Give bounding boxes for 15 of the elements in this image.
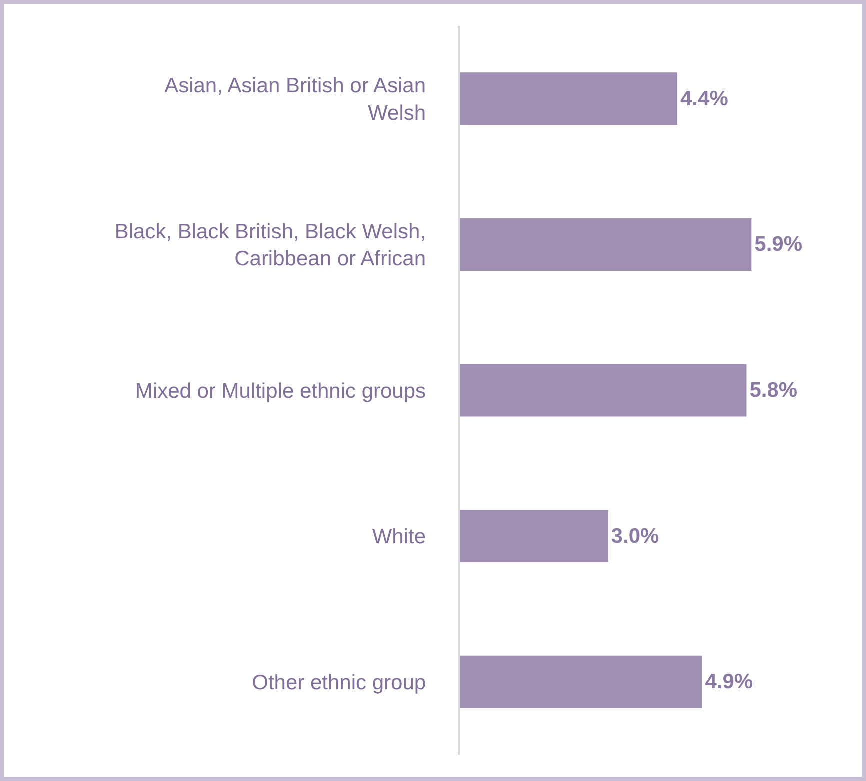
data-label: 5.9% bbox=[754, 233, 803, 256]
y-tick-label: Asian, Asian British or Asian Welsh bbox=[164, 74, 426, 125]
y-tick-label: Mixed or Multiple ethnic groups bbox=[135, 380, 426, 403]
data-label: 4.9% bbox=[705, 670, 754, 694]
bar bbox=[460, 364, 747, 417]
data-label: 4.4% bbox=[680, 87, 729, 110]
y-tick-label: White bbox=[372, 526, 426, 549]
data-label: 3.0% bbox=[611, 524, 660, 548]
bar bbox=[460, 72, 678, 126]
bar bbox=[460, 510, 608, 563]
bar bbox=[460, 218, 752, 271]
data-label: 5.8% bbox=[750, 379, 798, 402]
y-tick-label: Black, Black British, Black Welsh, Caribbean or African bbox=[114, 220, 426, 271]
bar bbox=[460, 656, 702, 708]
y-tick-label: Other ethnic group bbox=[252, 671, 426, 694]
